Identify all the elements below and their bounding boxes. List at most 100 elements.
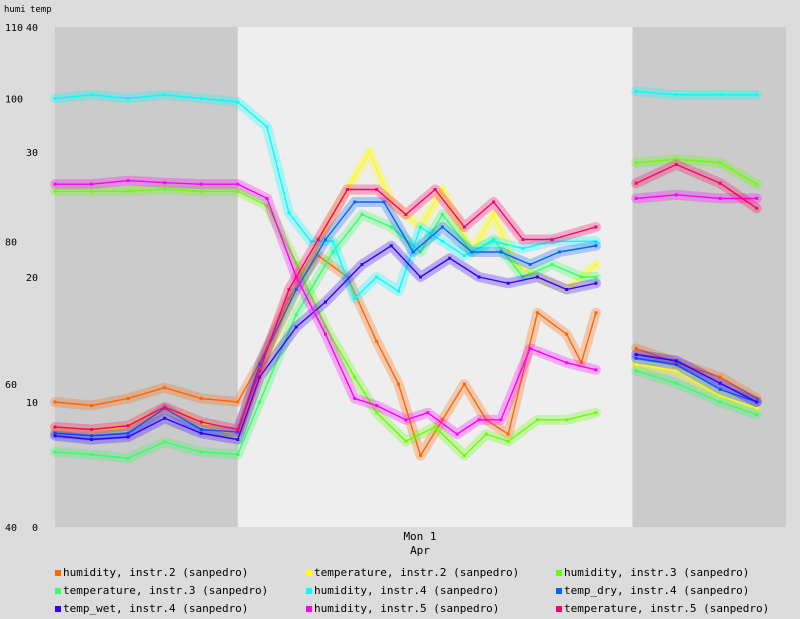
data-point <box>360 213 364 216</box>
series-7 <box>50 175 762 440</box>
data-point <box>634 353 638 356</box>
data-point <box>126 179 130 183</box>
right-axis-title: temp <box>30 5 52 15</box>
data-point <box>521 275 525 279</box>
data-point <box>514 263 518 266</box>
legend-swatch <box>556 570 562 576</box>
data-point <box>594 311 598 315</box>
data-point <box>419 275 422 279</box>
data-point <box>90 430 94 434</box>
data-point <box>163 181 167 185</box>
data-point <box>506 281 510 285</box>
data-point <box>674 369 678 373</box>
data-point <box>163 386 167 390</box>
data-point <box>331 239 335 243</box>
data-point <box>594 244 598 248</box>
data-point <box>287 211 291 215</box>
data-point <box>375 188 379 191</box>
data-point <box>353 200 357 204</box>
data-point <box>199 96 203 100</box>
data-point <box>492 239 496 243</box>
series-line <box>635 370 757 416</box>
humi-axis: 110 100 80 60 40 <box>5 23 23 534</box>
data-point <box>236 182 240 186</box>
data-point <box>53 400 57 404</box>
data-point <box>375 339 379 343</box>
series-line <box>636 353 758 403</box>
data-point <box>236 453 240 456</box>
data-point <box>550 263 554 266</box>
data-point <box>53 450 57 454</box>
legend-item: humidity, instr.3 (sanpedro) <box>556 566 749 579</box>
data-point <box>674 363 678 366</box>
series-line <box>54 188 597 431</box>
data-point <box>594 281 598 285</box>
data-point <box>53 425 57 429</box>
legend-label: humidity, instr.4 (sanpedro) <box>314 584 500 597</box>
temp-tick-label: 40 <box>26 23 38 34</box>
data-point <box>755 413 759 416</box>
data-point <box>718 400 722 404</box>
data-point <box>265 196 269 200</box>
data-point <box>353 296 357 300</box>
data-point <box>755 196 759 200</box>
data-point <box>718 93 722 97</box>
humi-tick-label: 80 <box>5 237 17 248</box>
data-point <box>353 396 357 400</box>
series-line <box>636 158 758 185</box>
data-point <box>634 363 638 366</box>
legend-item: temp_dry, instr.4 (sanpedro) <box>556 584 749 597</box>
series-line <box>54 94 596 300</box>
data-point <box>755 182 759 186</box>
data-point <box>448 256 452 260</box>
data-point <box>53 182 57 186</box>
night-shade-1 <box>632 27 786 527</box>
data-point <box>287 288 291 291</box>
data-point <box>440 188 444 191</box>
data-point <box>236 400 240 404</box>
data-point <box>634 181 638 185</box>
data-point <box>492 213 496 216</box>
series-line <box>636 194 757 200</box>
series-6 <box>50 240 762 445</box>
data-point <box>90 189 94 193</box>
data-point <box>718 388 722 391</box>
data-point <box>397 289 401 293</box>
data-point <box>462 382 466 386</box>
data-point <box>674 93 678 97</box>
data-point <box>419 454 422 458</box>
data-point <box>345 188 349 191</box>
data-point <box>594 411 598 415</box>
data-point <box>90 428 94 431</box>
data-point <box>565 418 569 422</box>
data-point <box>411 250 415 254</box>
data-point <box>404 439 408 443</box>
data-point <box>323 325 327 329</box>
legend-swatch <box>55 570 61 576</box>
series-line <box>54 201 597 437</box>
data-point <box>163 416 167 420</box>
data-point <box>565 288 569 291</box>
data-point <box>265 204 269 208</box>
data-point <box>126 189 130 193</box>
data-point <box>309 239 313 243</box>
legend: humidity, instr.2 (sanpedro) temperature,… <box>0 562 800 619</box>
data-point <box>594 275 598 279</box>
legend-item: humidity, instr.4 (sanpedro) <box>306 584 499 597</box>
data-point <box>462 254 466 258</box>
left-axis-title: humi <box>4 5 26 15</box>
data-point <box>433 425 437 429</box>
data-point <box>528 346 532 350</box>
legend-label: humidity, instr.5 (sanpedro) <box>314 602 500 615</box>
data-point <box>484 432 488 436</box>
data-point <box>323 332 327 336</box>
legend-item: temperature, instr.2 (sanpedro) <box>306 566 519 579</box>
data-point <box>258 363 262 366</box>
data-point <box>258 375 262 379</box>
data-point <box>594 263 598 266</box>
data-point <box>199 420 203 424</box>
data-point <box>126 96 130 100</box>
data-point <box>90 438 94 441</box>
data-point <box>535 418 539 422</box>
data-point <box>440 418 444 422</box>
